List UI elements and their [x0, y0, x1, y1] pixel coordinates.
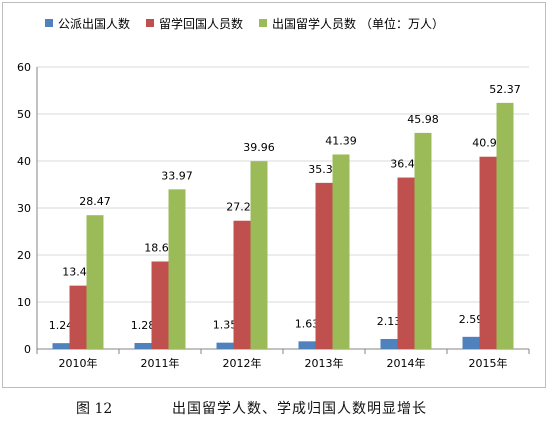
x-tick-label: 2013年: [305, 356, 344, 370]
chart-plot: 0 10 20 30 40 50 60 2010年 1.24 13.48 28.47 2011年 1.2…: [17, 61, 530, 370]
y-tick-label: 60: [17, 61, 31, 74]
legend-item-gongpai: 公派出国人数: [45, 15, 130, 32]
y-tick-label: 30: [17, 202, 31, 215]
data-label: 1.35: [213, 319, 238, 332]
bar-2: [233, 220, 251, 349]
bar-2: [69, 285, 87, 349]
chart-frame: 0 10 20 30 40 50 60 2010年 1.24 13.48 28.47 2011年 1.2…: [2, 2, 546, 388]
legend-item-huiguo: 留学回国人员数: [146, 15, 243, 32]
data-label: 2.13: [377, 315, 402, 328]
x-tick-label: 2015年: [469, 356, 508, 370]
bar-2: [397, 177, 415, 349]
bar-3: [414, 132, 432, 349]
y-tick-label: 40: [17, 155, 31, 168]
legend-swatch-huiguo: [146, 19, 155, 27]
data-label: 13.48: [62, 266, 94, 279]
y-tick-label: 20: [17, 249, 31, 262]
legend-label-gongpai: 公派出国人数: [58, 16, 131, 31]
x-tick-label: 2010年: [59, 356, 98, 370]
data-label: 18.62: [144, 241, 176, 254]
bar-3: [168, 189, 186, 349]
caption-title: 出国留学人数、学成归国人数明显增长: [172, 401, 427, 417]
data-label: 36.48: [390, 158, 422, 171]
y-tick-label: 10: [17, 296, 31, 309]
bar-2: [479, 156, 497, 349]
legend-swatch-chuguo: [259, 19, 268, 27]
bar-1: [380, 338, 398, 349]
y-tick-label: 0: [24, 343, 31, 356]
caption-figure-label: 图 12: [76, 401, 113, 417]
data-label: 27.29: [226, 201, 258, 214]
data-label: 35.35: [308, 163, 340, 176]
x-tick-label: 2012年: [223, 356, 262, 370]
bar-3: [332, 154, 350, 349]
data-label: 1.24: [49, 319, 74, 332]
bar-1: [52, 343, 70, 349]
data-label: 41.39: [325, 134, 357, 147]
y-tick-label: 50: [17, 108, 31, 121]
x-tick-label: 2014年: [387, 356, 426, 370]
data-label: 1.28: [131, 319, 156, 332]
data-label: 28.47: [79, 195, 111, 208]
bar-3: [86, 215, 104, 349]
legend-unit-note: （单位：万人）: [360, 16, 445, 31]
bar-1: [216, 342, 234, 349]
bar-2: [315, 182, 333, 349]
data-label: 1.63: [295, 317, 320, 330]
bar-1: [462, 336, 480, 349]
legend-label-huiguo: 留学回国人员数: [159, 16, 244, 31]
data-label: 40.91: [472, 137, 504, 150]
legend-item-chuguo: 出国留学人员数 （单位：万人）: [259, 15, 444, 32]
legend-swatch-gongpai: [45, 19, 53, 27]
figure-caption: 图 12 出国留学人数、学成归国人数明显增长: [0, 394, 550, 420]
bar-3: [250, 161, 268, 349]
bar-3: [496, 102, 514, 350]
data-label: 2.59: [459, 313, 484, 326]
chart-legend: 公派出国人数 留学回国人员数 出国留学人员数 （单位：万人）: [45, 13, 460, 33]
bar-1: [298, 341, 316, 349]
data-label: 33.97: [161, 169, 193, 182]
data-label: 45.98: [407, 113, 439, 126]
bar-1: [134, 342, 152, 349]
data-label: 52.37: [489, 83, 521, 96]
x-tick-label: 2011年: [141, 356, 180, 370]
bar-2: [151, 261, 169, 349]
legend-label-chuguo: 出国留学人员数: [272, 16, 357, 31]
data-label: 39.96: [243, 141, 275, 154]
